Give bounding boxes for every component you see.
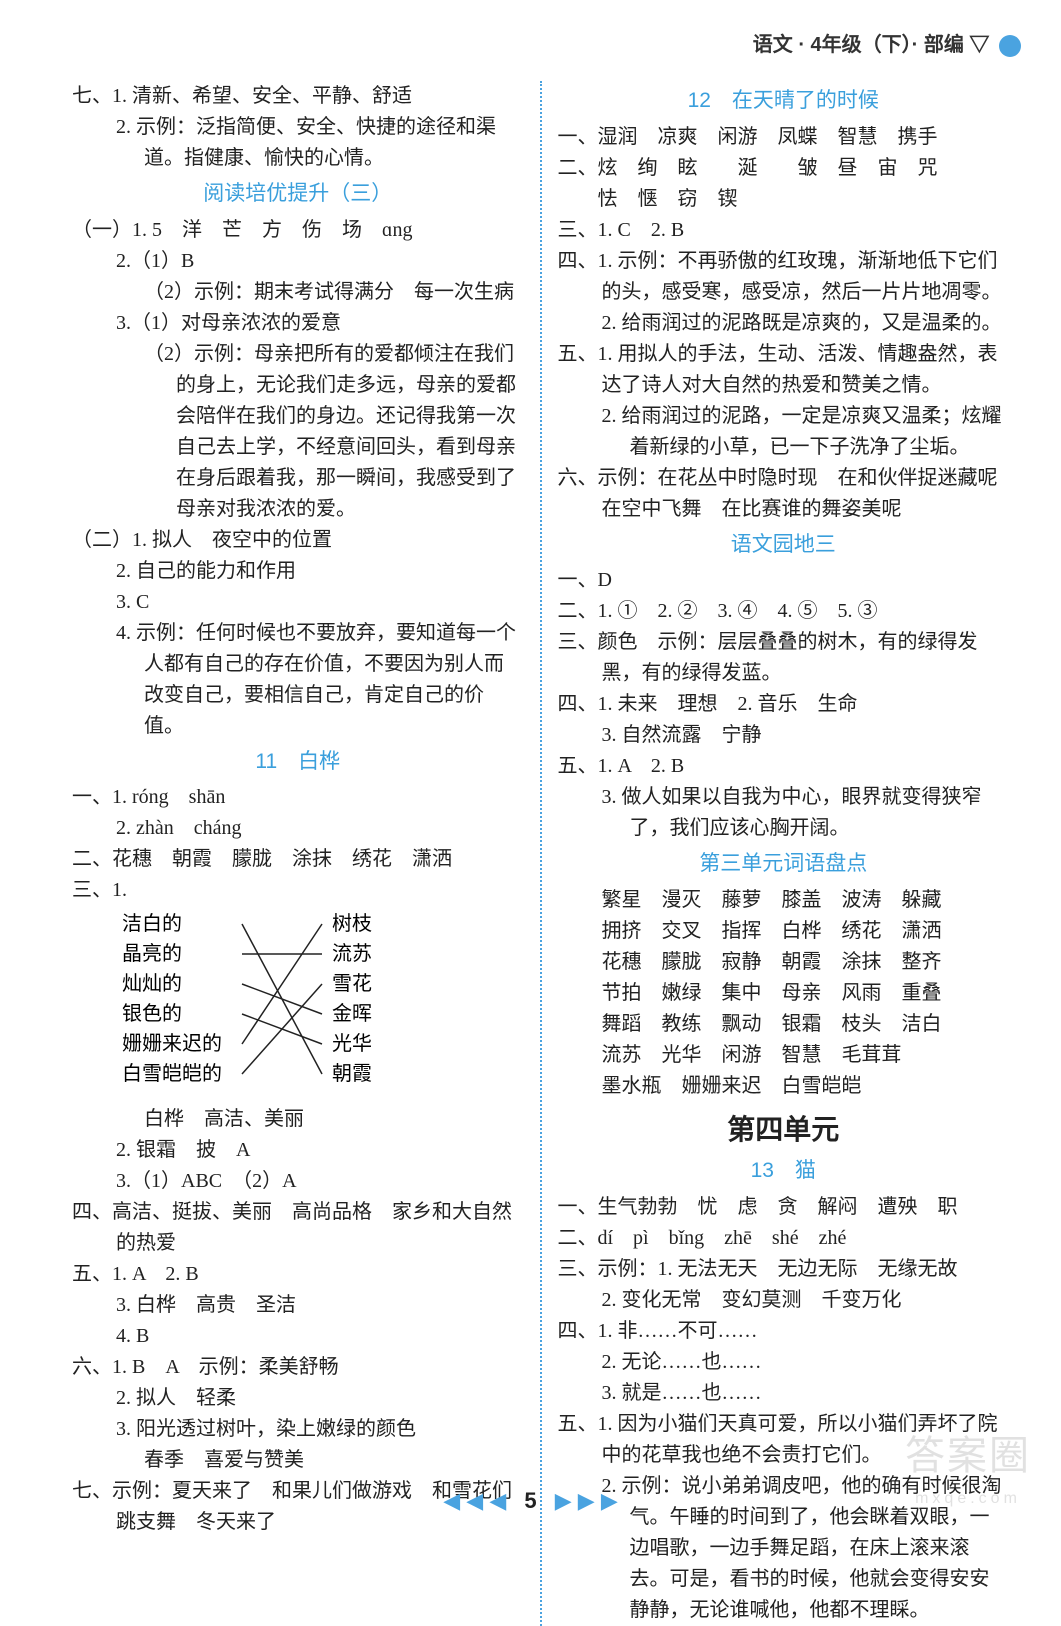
r-line: 四、1. 未来 理想 2. 音乐 生命 bbox=[558, 689, 1010, 720]
l-line: 二、花穗 朝霞 朦胧 涂抹 绣花 潇洒 bbox=[72, 844, 524, 875]
r-line: 3. 就是……也…… bbox=[558, 1378, 1010, 1409]
r-line: 四、1. 示例：不再骄傲的红玫瑰，渐渐地低下它们的头，感受寒，感受凉，然后一片片… bbox=[558, 246, 1010, 308]
l-line: 3. 阳光透过树叶，染上嫩绿的颜色 bbox=[72, 1414, 524, 1445]
r-line: 3. 做人如果以自我为中心，眼界就变得狭窄了，我们应该心胸开阔。 bbox=[558, 782, 1010, 844]
r-line: 2. 给雨润过的泥路既是凉爽的，又是温柔的。 bbox=[558, 308, 1010, 339]
r-line: 六、示例：在花丛中时隐时现 在和伙伴捉迷藏呢 在空中飞舞 在比赛谁的舞姿美呢 bbox=[558, 463, 1010, 525]
svg-text:朝霞: 朝霞 bbox=[332, 1062, 372, 1085]
l-line: 白桦 高洁、美丽 bbox=[72, 1104, 524, 1135]
svg-text:金晖: 金晖 bbox=[332, 1002, 372, 1025]
r-line: 二、炫 绚 眩 涎 皱 昼 宙 咒 bbox=[558, 153, 1010, 184]
header-badge-icon bbox=[999, 35, 1021, 57]
section-title: 阅读培优提升（三） bbox=[72, 178, 524, 211]
l-line: （2）示例：母亲把所有的爱都倾注在我们的身上，无论我们走多远，母亲的爱都会陪伴在… bbox=[72, 339, 524, 525]
l-line: 3. C bbox=[72, 587, 524, 618]
svg-text:灿灿的: 灿灿的 bbox=[122, 972, 182, 995]
r-line: 一、D bbox=[558, 565, 1010, 596]
l-line: 2.（1）B bbox=[72, 246, 524, 277]
l-line: 3.（1）ABC （2）A bbox=[72, 1166, 524, 1197]
l-line: 3. 白桦 高贵 圣洁 bbox=[72, 1290, 524, 1321]
section-title: 13 猫 bbox=[558, 1155, 1010, 1188]
l-line: 四、高洁、挺拔、美丽 高尚品格 家乡和大自然的热爱 bbox=[72, 1197, 524, 1259]
svg-text:光华: 光华 bbox=[332, 1032, 372, 1055]
svg-text:姗姗来迟的: 姗姗来迟的 bbox=[122, 1032, 222, 1055]
left-column: 七、1. 清新、希望、安全、平静、舒适 2. 示例：泛指简便、安全、快捷的途径和… bbox=[60, 81, 536, 1626]
svg-text:白雪皑皑的: 白雪皑皑的 bbox=[122, 1062, 222, 1085]
svg-text:树枝: 树枝 bbox=[332, 912, 372, 935]
l-line: 2. 拟人 轻柔 bbox=[72, 1383, 524, 1414]
r-line: 2. 无论……也…… bbox=[558, 1347, 1010, 1378]
l-line: 3.（1）对母亲浓浓的爱意 bbox=[72, 308, 524, 339]
page-number: 5 bbox=[524, 1488, 536, 1513]
word-row: 繁星 漫灭 藤萝 膝盖 波涛 躲藏 bbox=[558, 885, 1010, 916]
footer-arrows-right: ▶ ▶ ▶ bbox=[555, 1488, 618, 1513]
header-text: 语文 · 4年级（下）· 部编 ▽ bbox=[753, 34, 990, 56]
watermark: 答案圈 mxqe.com bbox=[905, 1425, 1031, 1512]
r-line: 一、生气勃勃 忧 虑 贪 解闷 遭殃 职 bbox=[558, 1192, 1010, 1223]
r-line: 四、1. 非……不可…… bbox=[558, 1316, 1010, 1347]
content-wrap: 七、1. 清新、希望、安全、平静、舒适 2. 示例：泛指简便、安全、快捷的途径和… bbox=[0, 81, 1061, 1626]
svg-text:晶亮的: 晶亮的 bbox=[122, 942, 182, 965]
l-line: （2）示例：期末考试得满分 每一次生病 bbox=[72, 277, 524, 308]
l-line: 一、1. róng shān bbox=[72, 782, 524, 813]
r-line: 三、颜色 示例：层层叠叠的树木，有的绿得发黑，有的绿得发蓝。 bbox=[558, 627, 1010, 689]
r-line: 一、湿润 凉爽 闲游 凤蝶 智慧 携手 bbox=[558, 122, 1010, 153]
word-row: 拥挤 交叉 指挥 白桦 绣花 潇洒 bbox=[558, 916, 1010, 947]
r-line: 2. 变化无常 变幻莫测 千变万化 bbox=[558, 1285, 1010, 1316]
page-header: 语文 · 4年级（下）· 部编 ▽ bbox=[0, 0, 1061, 81]
footer-arrows-left: ◀ ◀ ◀ bbox=[443, 1488, 506, 1513]
r-line: 怯 惬 窃 锲 bbox=[558, 184, 1010, 215]
r-line: 二、1. ① 2. ② 3. ④ 4. ⑤ 5. ③ bbox=[558, 596, 1010, 627]
l-line: 2. 示例：泛指简便、安全、快捷的途径和渠道。指健康、愉快的心情。 bbox=[72, 112, 524, 174]
r-line: 五、1. 用拟人的手法，生动、活泼、情趣盎然，表达了诗人对大自然的热爱和赞美之情… bbox=[558, 339, 1010, 401]
l-line: 七、1. 清新、希望、安全、平静、舒适 bbox=[72, 81, 524, 112]
l-line: 4. 示例：任何时候也不要放弃，要知道每一个人都有自己的存在价值，不要因为别人而… bbox=[72, 618, 524, 742]
svg-text:流苏: 流苏 bbox=[332, 942, 372, 965]
word-row: 流苏 光华 闲游 智慧 毛茸茸 bbox=[558, 1040, 1010, 1071]
l-line: 2. 自己的能力和作用 bbox=[72, 556, 524, 587]
r-line: 二、dí pì bǐng zhē shé zhé bbox=[558, 1223, 1010, 1254]
svg-text:银色的: 银色的 bbox=[122, 1002, 182, 1025]
word-row: 节拍 嫩绿 集中 母亲 风雨 重叠 bbox=[558, 978, 1010, 1009]
section-title: 11 白桦 bbox=[72, 746, 524, 779]
watermark-sub: mxqe.com bbox=[905, 1487, 1031, 1512]
r-line: 三、示例：1. 无法无天 无边无际 无缘无故 bbox=[558, 1254, 1010, 1285]
watermark-main: 答案圈 bbox=[905, 1434, 1031, 1478]
l-line: 三、1. bbox=[72, 875, 524, 906]
l-line: 六、1. B A 示例：柔美舒畅 bbox=[72, 1352, 524, 1383]
section-title: 第三单元词语盘点 bbox=[558, 848, 1010, 881]
section-title: 语文园地三 bbox=[558, 529, 1010, 562]
l-line: （一）1. 5 洋 芒 方 伤 场 ɑng bbox=[72, 215, 524, 246]
word-row: 舞蹈 教练 飘动 银霜 枝头 洁白 bbox=[558, 1009, 1010, 1040]
page-footer: ◀ ◀ ◀ 5 ▶ ▶ ▶ bbox=[0, 1484, 1061, 1518]
l-line: 春季 喜爱与赞美 bbox=[72, 1445, 524, 1476]
l-line: 2. 银霜 披 A bbox=[72, 1135, 524, 1166]
word-row: 墨水瓶 姗姗来迟 白雪皑皑 bbox=[558, 1071, 1010, 1102]
matching-diagram: 洁白的晶亮的灿灿的银色的姗姗来迟的白雪皑皑的 树枝流苏雪花金晖光华朝霞 bbox=[112, 910, 432, 1100]
r-line: 2. 给雨润过的泥路，一定是凉爽又温柔；炫耀着新绿的小草，已一下子洗净了尘垢。 bbox=[558, 401, 1010, 463]
l-line: 4. B bbox=[72, 1321, 524, 1352]
r-line: 五、1. A 2. B bbox=[558, 751, 1010, 782]
svg-text:雪花: 雪花 bbox=[332, 972, 372, 995]
l-line: 2. zhàn cháng bbox=[72, 813, 524, 844]
right-column: 12 在天晴了的时候 一、湿润 凉爽 闲游 凤蝶 智慧 携手 二、炫 绚 眩 涎… bbox=[546, 81, 1022, 1626]
word-row: 花穗 朦胧 寂静 朝霞 涂抹 整齐 bbox=[558, 947, 1010, 978]
section-title: 12 在天晴了的时候 bbox=[558, 85, 1010, 118]
l-line: （二）1. 拟人 夜空中的位置 bbox=[72, 525, 524, 556]
unit-title: 第四单元 bbox=[558, 1108, 1010, 1151]
svg-text:洁白的: 洁白的 bbox=[122, 912, 182, 935]
column-divider bbox=[540, 81, 542, 1626]
l-line: 五、1. A 2. B bbox=[72, 1259, 524, 1290]
r-line: 3. 自然流露 宁静 bbox=[558, 720, 1010, 751]
r-line: 三、1. C 2. B bbox=[558, 215, 1010, 246]
